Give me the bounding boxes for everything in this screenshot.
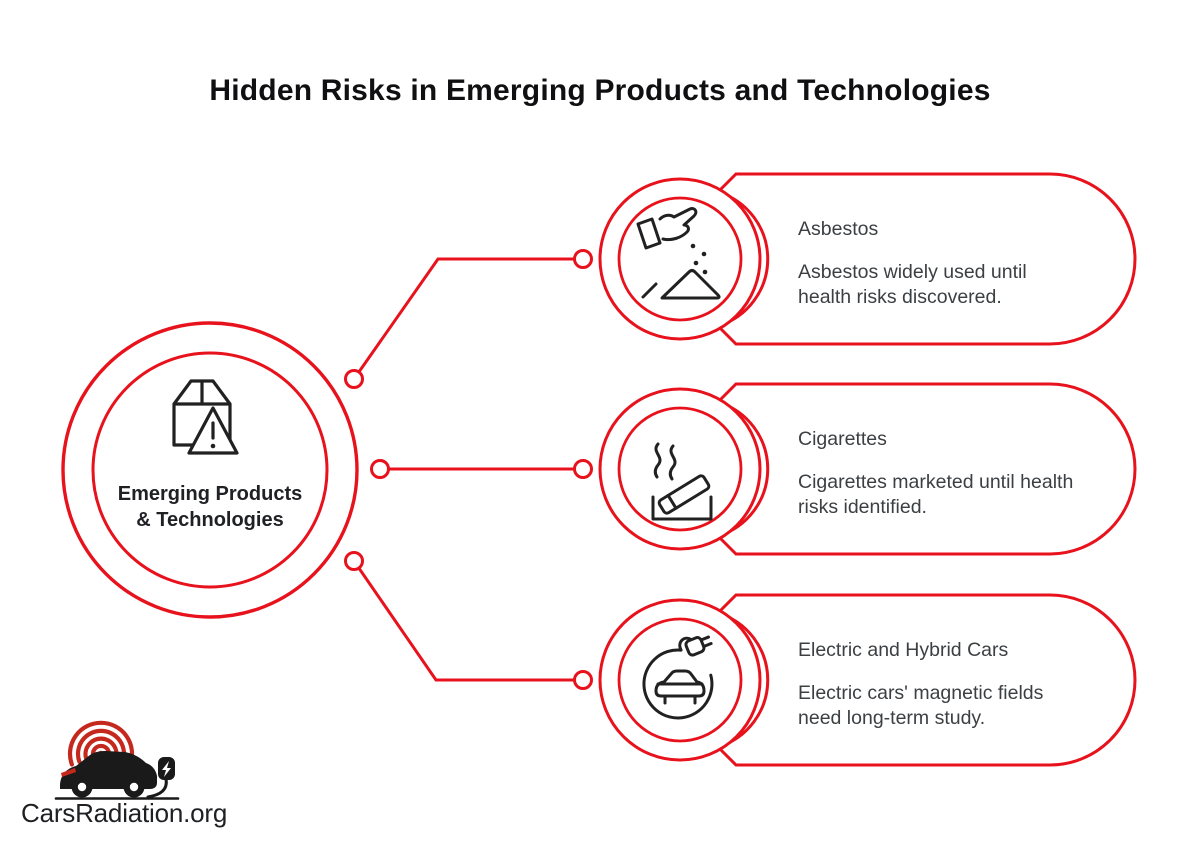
node-item-cigarettes (573, 459, 593, 479)
item-title-electric-cars: Electric and Hybrid Cars (798, 639, 1009, 661)
powder-mound (660, 269, 721, 300)
item-inner-ring-electric-cars (617, 617, 743, 743)
item-cigarettes (598, 382, 1137, 556)
cigarette-ashtray-icon (651, 442, 713, 521)
lightning-bolt-icon (162, 761, 171, 777)
brand-name: CarsRadiation.org (21, 798, 228, 828)
item-inner-ring-asbestos (617, 196, 743, 322)
item-desc-electric-cars: Electric cars' magnetic fields need long… (798, 682, 1044, 729)
connector-nodes (344, 249, 593, 690)
cigarette-filter-line (666, 493, 678, 510)
page-title: Hidden Risks in Emerging Products and Te… (209, 74, 991, 107)
car-radiation-logo (54, 720, 180, 800)
item-electric-cars (598, 593, 1137, 767)
item-asbestos (598, 172, 1137, 346)
central-label-line2: & Technologies (136, 509, 284, 531)
dust-dot (702, 269, 708, 275)
connector-lines (352, 257, 583, 682)
smoke-wave (653, 442, 662, 479)
central-inner-ring (91, 351, 329, 589)
charge-circle-arc (642, 648, 714, 720)
node-item-electric-cars (573, 670, 593, 690)
item-title-asbestos: Asbestos (798, 218, 879, 240)
item-inner-ring-cigarettes (617, 406, 743, 532)
connector-line-top (352, 257, 583, 380)
headlight-accent (61, 768, 76, 777)
central-node-label: Emerging Products & Technologies (98, 481, 322, 533)
package-warning-icon (172, 379, 239, 455)
node-item-asbestos (573, 249, 593, 269)
dust-dot (690, 243, 696, 249)
plug-prongs (699, 635, 713, 649)
ashtray (651, 495, 713, 521)
car-wheels (71, 776, 145, 798)
item-pill-asbestos (715, 172, 1137, 346)
hand-cuff (636, 217, 662, 250)
item-desc-cigarettes: Cigarettes marketed until health risks i… (798, 471, 1074, 518)
item-pill-cigarettes (715, 382, 1137, 556)
hand-shape (658, 207, 698, 242)
dust-dot (693, 260, 699, 266)
warning-dot (210, 443, 216, 449)
item-desc-asbestos: Asbestos widely used until health risks … (798, 261, 1027, 308)
item-title-cigarettes: Cigarettes (798, 428, 887, 450)
plug-body (684, 636, 706, 657)
charging-cable (146, 777, 168, 799)
node-center-bottom (344, 551, 364, 571)
dust-dot (701, 251, 707, 257)
electric-car-plug-icon (642, 635, 714, 720)
node-center-middle (370, 459, 390, 479)
asbestos-powder-icon (636, 207, 721, 300)
plug-cable (678, 636, 692, 652)
car-outline (654, 669, 706, 698)
node-center-top (344, 369, 364, 389)
central-label-line1: Emerging Products (117, 483, 303, 505)
connector-line-bottom (352, 560, 583, 682)
item-pill-electric-cars (715, 593, 1137, 767)
mound-fragment (641, 282, 658, 299)
smoke-wave (668, 444, 677, 481)
central-node (61, 321, 359, 619)
